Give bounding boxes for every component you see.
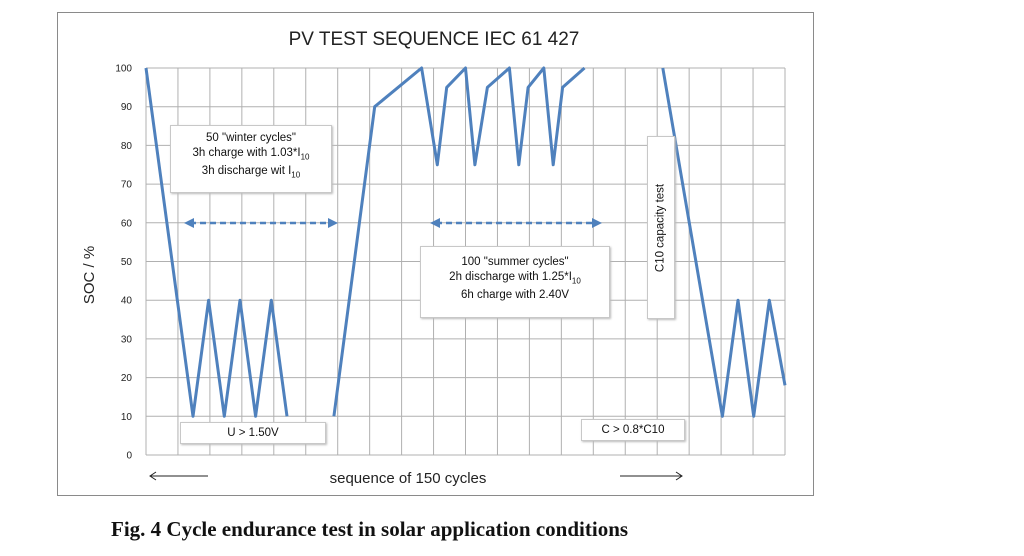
x-axis-label: sequence of 150 cycles (330, 470, 487, 487)
y-tick-label: 70 (121, 180, 133, 191)
y-tick-label: 80 (121, 141, 133, 152)
y-tick-label: 50 (121, 257, 133, 268)
figure-caption: Fig. 4 Cycle endurance test in solar app… (111, 517, 629, 541)
winter-note-line2: 3h charge with 1.03*I10 (192, 147, 310, 162)
left-arrow (149, 471, 208, 481)
y-tick-label: 20 (121, 373, 133, 384)
y-tick-label: 40 (121, 296, 133, 307)
voltage-note: U > 1.50V (180, 422, 326, 444)
soc-series-line (661, 67, 787, 418)
winter-cycles-note: 50 "winter cycles" 3h charge with 1.03*I… (170, 125, 332, 193)
soc-series-line (332, 66, 586, 417)
right-arrow (620, 471, 683, 481)
summer-note-line3: 6h charge with 2.40V (460, 289, 570, 302)
capacity-condition-label: C > 0.8*C10 (601, 424, 665, 436)
voltage-label: U > 1.50V (227, 427, 279, 439)
chart-title: PV TEST SEQUENCE IEC 61 427 (289, 29, 580, 50)
y-tick-label: 10 (121, 412, 133, 423)
winter-note-line3: 3h discharge wit I10 (201, 165, 301, 180)
y-tick-label: 100 (115, 64, 132, 75)
summer-note-line2: 2h discharge with 1.25*I10 (449, 271, 581, 286)
y-tick-label: 90 (121, 102, 133, 113)
y-tick-label: 30 (121, 334, 133, 345)
capacity-test-label: C10 capacity test (654, 183, 667, 272)
capacity-condition-note: C > 0.8*C10 (581, 419, 685, 441)
chart-frame: PV TEST SEQUENCE IEC 61 427 0 10 20 30 40 50 6… (57, 12, 814, 496)
y-tick-label: 0 (126, 451, 132, 462)
capacity-test-note: C10 capacity test (647, 136, 675, 319)
summer-range-arrow (430, 218, 602, 228)
winter-note-line1: 50 "winter cycles" (206, 132, 296, 144)
winter-range-arrow (184, 218, 338, 228)
soc-series-line (144, 67, 289, 418)
y-tick-label: 60 (121, 218, 133, 229)
y-axis-label: SOC / % (81, 246, 98, 304)
summer-note-line1: 100 "summer cycles" (461, 256, 569, 268)
summer-cycles-note: 100 "summer cycles" 2h discharge with 1.… (420, 246, 610, 318)
